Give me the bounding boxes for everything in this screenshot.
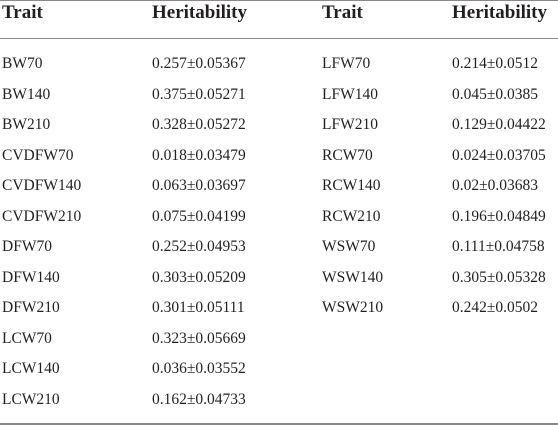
left-heritability-cell: 0.328±0.05272 xyxy=(152,116,246,133)
right-trait-cell: WSW70 xyxy=(322,238,376,255)
header-heritability-left: Heritability xyxy=(152,2,247,23)
left-heritability-cell: 0.252±0.04953 xyxy=(152,238,246,255)
right-trait-cell: WSW140 xyxy=(322,268,384,286)
header-heritability-right: Heritability xyxy=(452,2,547,23)
right-heritability-cell: 0.214±0.0512 xyxy=(452,55,539,72)
left-heritability-cell: 0.375±0.05271 xyxy=(152,85,246,103)
right-heritability-cell: 0.129±0.04422 xyxy=(452,116,546,133)
left-trait-cell: CVDFW210 xyxy=(2,207,82,225)
left-trait-cell: LCW140 xyxy=(2,360,60,377)
right-trait-cell: LFW210 xyxy=(322,116,378,133)
left-heritability-cell: 0.036±0.03552 xyxy=(152,360,246,377)
left-trait-cell: LCW210 xyxy=(2,390,60,408)
left-heritability-cell: 0.257±0.05367 xyxy=(152,55,246,72)
left-heritability-cell: 0.323±0.05669 xyxy=(152,329,246,347)
right-trait-cell: LFW140 xyxy=(322,85,378,103)
left-trait-cell: DFW70 xyxy=(2,238,52,255)
right-heritability-cell: 0.024±0.03705 xyxy=(452,146,546,164)
left-trait-cell: CVDFW70 xyxy=(2,146,74,164)
left-heritability-cell: 0.303±0.05209 xyxy=(152,268,246,286)
right-heritability-cell: 0.305±0.05328 xyxy=(452,268,546,286)
left-trait-cell: BW70 xyxy=(2,55,43,72)
right-heritability-cell: 0.045±0.0385 xyxy=(452,85,539,103)
header-trait-left: Trait xyxy=(2,2,43,23)
right-trait-cell: RCW210 xyxy=(322,207,381,225)
left-heritability-cell: 0.063±0.03697 xyxy=(152,177,246,194)
right-heritability-cell: 0.242±0.0502 xyxy=(452,299,539,316)
left-heritability-cell: 0.301±0.05111 xyxy=(152,299,245,316)
left-trait-cell: BW210 xyxy=(2,116,51,133)
right-trait-cell: RCW70 xyxy=(322,146,373,164)
left-heritability-cell: 0.075±0.04199 xyxy=(152,207,246,225)
header-trait-right: Trait xyxy=(322,2,363,23)
right-trait-cell: RCW140 xyxy=(322,177,381,194)
right-heritability-cell: 0.196±0.04849 xyxy=(452,207,546,225)
right-trait-cell: LFW70 xyxy=(322,55,371,72)
left-trait-cell: LCW70 xyxy=(2,329,52,347)
left-trait-cell: DFW140 xyxy=(2,268,60,286)
left-heritability-cell: 0.018±0.03479 xyxy=(152,146,246,164)
table-top-rule xyxy=(0,0,558,1)
right-heritability-cell: 0.111±0.04758 xyxy=(452,238,545,255)
table-bottom-rule xyxy=(0,423,558,425)
left-trait-cell: CVDFW140 xyxy=(2,177,82,194)
right-heritability-cell: 0.02±0.03683 xyxy=(452,177,539,194)
header-rule xyxy=(0,38,558,39)
left-trait-cell: DFW210 xyxy=(2,299,60,316)
left-heritability-cell: 0.162±0.04733 xyxy=(152,390,246,408)
right-trait-cell: WSW210 xyxy=(322,299,384,316)
left-trait-cell: BW140 xyxy=(2,85,51,103)
